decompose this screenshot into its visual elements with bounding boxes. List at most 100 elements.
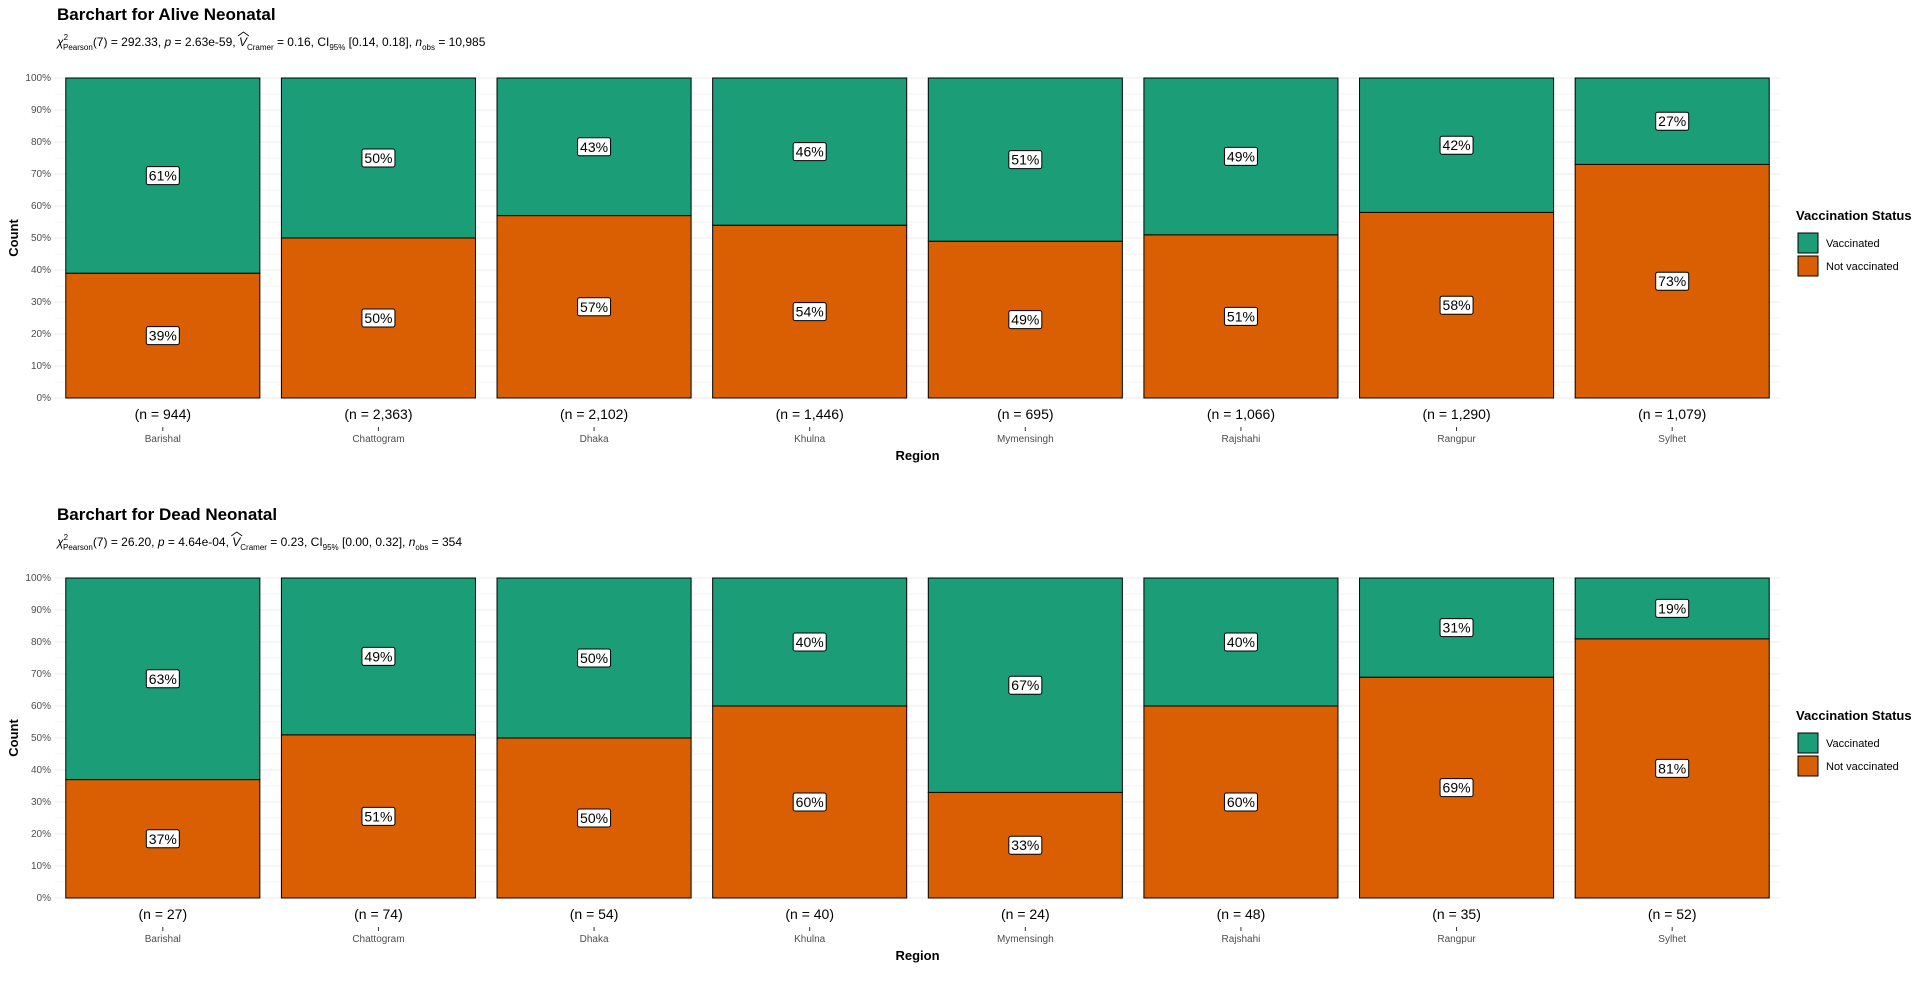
y-tick-label: 70% (31, 169, 51, 180)
pct-label-vaccinated-box (792, 632, 827, 652)
x-tick-label: Sylhet (1658, 434, 1686, 445)
pct-label-not-vaccinated: 73% (1658, 273, 1686, 289)
count-label: (n = 1,446) (776, 406, 844, 422)
y-tick-label: 0% (37, 893, 52, 904)
y-tick-label: 10% (31, 361, 51, 372)
legend-swatch-not-vaccinated (1797, 755, 1819, 777)
pct-label-not-vaccinated-box (1439, 778, 1474, 798)
pct-label-vaccinated: 46% (796, 144, 824, 160)
count-label: (n = 35) (1432, 906, 1481, 922)
pct-label-vaccinated: 40% (796, 634, 824, 650)
pct-label-vaccinated: 61% (149, 168, 177, 184)
x-tick-label: Rangpur (1437, 934, 1476, 945)
count-label: (n = 74) (354, 906, 403, 922)
y-tick-label: 90% (31, 105, 51, 116)
pct-label-not-vaccinated: 33% (1011, 837, 1039, 853)
count-label: (n = 48) (1217, 906, 1266, 922)
pct-label-vaccinated: 50% (580, 650, 608, 666)
pct-label-vaccinated-box (145, 669, 180, 689)
count-label: (n = 1,290) (1423, 406, 1491, 422)
x-tick-label: Rangpur (1437, 434, 1476, 445)
count-label: (n = 52) (1648, 906, 1697, 922)
y-tick-label: 20% (31, 329, 51, 340)
pct-label-not-vaccinated-box (361, 806, 396, 826)
pct-label-vaccinated: 27% (1658, 113, 1686, 129)
y-tick-label: 70% (31, 669, 51, 680)
pct-label-vaccinated-box (361, 646, 396, 666)
legend-title: Vaccination Status (1796, 208, 1912, 223)
pct-label-vaccinated-box (577, 137, 612, 157)
y-tick-label: 80% (31, 137, 51, 148)
pct-label-vaccinated: 31% (1443, 620, 1471, 636)
pct-label-not-vaccinated: 58% (1443, 297, 1471, 313)
y-tick-label: 40% (31, 765, 51, 776)
pct-label-not-vaccinated: 81% (1658, 760, 1686, 776)
y-tick-label: 60% (31, 201, 51, 212)
count-label: (n = 2,102) (560, 406, 628, 422)
pct-label-vaccinated: 63% (149, 671, 177, 687)
pct-label-vaccinated-box (1223, 632, 1258, 652)
legend-swatch-not-vaccinated (1797, 255, 1819, 277)
pct-label-not-vaccinated-box (1655, 271, 1690, 291)
pct-label-not-vaccinated-box (1008, 835, 1043, 855)
pct-label-not-vaccinated: 49% (1011, 312, 1039, 328)
pct-label-not-vaccinated: 54% (796, 304, 824, 320)
pct-label-not-vaccinated-box (577, 808, 612, 828)
pct-label-vaccinated-box (1223, 146, 1258, 166)
chart-panel-1: Barchart for Alive Neonatal χ2 Pearson(7) … (6, 5, 1912, 463)
y-tick-label: 90% (31, 605, 51, 616)
count-label: (n = 27) (138, 906, 187, 922)
chart-subtitle: χ2 Pearson(7) = 292.33, p = 2.63e-59, VCr… (56, 33, 486, 52)
x-tick-label: Rajshahi (1221, 934, 1260, 945)
legend-swatch-vaccinated (1797, 732, 1819, 754)
count-label: (n = 1,066) (1207, 406, 1275, 422)
count-label: (n = 54) (570, 906, 619, 922)
legend-label-vaccinated: Vaccinated (1826, 738, 1880, 750)
pct-label-vaccinated-box (1008, 675, 1043, 695)
y-tick-label: 50% (31, 733, 51, 744)
x-tick-label: Dhaka (580, 934, 609, 945)
y-tick-label: 40% (31, 265, 51, 276)
pct-label-vaccinated-box (577, 648, 612, 668)
pct-label-vaccinated: 40% (1227, 634, 1255, 650)
count-label: (n = 40) (785, 906, 834, 922)
x-tick-label: Chattogram (352, 434, 404, 445)
legend-title: Vaccination Status (1796, 708, 1912, 723)
pct-label-not-vaccinated-box (1008, 310, 1043, 330)
pct-label-vaccinated-box (792, 142, 827, 162)
bar-vaccinated (1359, 77, 1555, 213)
chart-panel-2: Barchart for Dead Neonatal χ2 Pearson(7) =… (6, 505, 1912, 963)
y-tick-label: 80% (31, 637, 51, 648)
x-tick-label: Rajshahi (1221, 434, 1260, 445)
pct-label-vaccinated-box (1655, 111, 1690, 131)
x-tick-label: Mymensingh (997, 934, 1054, 945)
pct-label-not-vaccinated-box (792, 792, 827, 812)
pct-label-not-vaccinated: 51% (364, 808, 392, 824)
pct-label-vaccinated-box (1439, 135, 1474, 155)
count-label: (n = 24) (1001, 906, 1050, 922)
pct-label-not-vaccinated-box (1655, 758, 1690, 778)
pct-label-not-vaccinated: 50% (580, 810, 608, 826)
pct-label-not-vaccinated: 51% (1227, 308, 1255, 324)
y-tick-label: 30% (31, 797, 51, 808)
chart-subtitle: χ2 Pearson(7) = 26.20, p = 4.64e-04, VCra… (56, 533, 462, 552)
y-tick-label: 10% (31, 861, 51, 872)
x-tick-label: Sylhet (1658, 934, 1686, 945)
pct-label-vaccinated: 43% (580, 139, 608, 155)
pct-label-vaccinated: 51% (1011, 152, 1039, 168)
pct-label-vaccinated-box (1008, 150, 1043, 170)
x-tick-label: Barishal (145, 934, 181, 945)
pct-label-not-vaccinated: 39% (149, 328, 177, 344)
x-tick-label: Khulna (794, 934, 826, 945)
v-hat-mark (231, 531, 243, 537)
pct-label-not-vaccinated: 60% (796, 794, 824, 810)
x-axis-title: Region (895, 448, 939, 463)
pct-label-not-vaccinated-box (1223, 306, 1258, 326)
pct-label-vaccinated-box (145, 166, 180, 186)
x-tick-label: Khulna (794, 434, 826, 445)
pct-label-vaccinated-box (361, 148, 396, 168)
x-tick-label: Chattogram (352, 934, 404, 945)
pct-label-vaccinated: 49% (364, 648, 392, 664)
y-tick-label: 30% (31, 297, 51, 308)
